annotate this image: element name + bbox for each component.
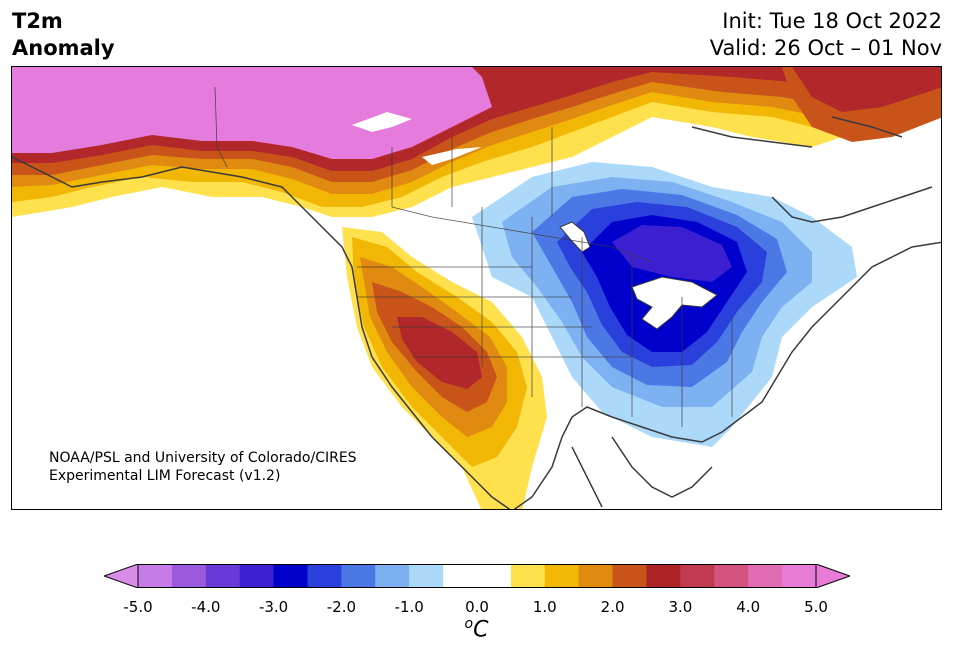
colorbar-over-arrow <box>815 563 852 589</box>
warm-region-alaska-pink <box>12 67 492 159</box>
colorbar-segment <box>782 564 817 588</box>
colorbar-tick-label: 5.0 <box>804 598 828 616</box>
credit-text: NOAA/PSL and University of Colorado/CIRE… <box>49 449 357 485</box>
title-line-2: Anomaly <box>12 36 115 60</box>
great-bear-lake <box>352 112 412 132</box>
colorbar-under-arrow <box>102 563 139 589</box>
colorbar <box>102 563 852 589</box>
warm-region-southwest-darkred <box>397 317 482 389</box>
colorbar-segment <box>375 564 410 588</box>
colorbar-tick-label: -1.0 <box>394 598 424 616</box>
colorbar-segment <box>239 564 275 588</box>
colorbar-segment <box>171 564 207 588</box>
colorbar-tick-label: -2.0 <box>326 598 357 616</box>
colorbar-segment <box>341 564 376 588</box>
unit-degree: o <box>464 616 474 632</box>
colorbar-segment <box>138 564 173 588</box>
unit-celsius: C <box>473 617 489 643</box>
credit-line-2: Experimental LIM Forecast (v1.2) <box>49 468 281 484</box>
colorbar-ticks: -5.0 -4.0 -3.0 -2.0 -1.0 0.0 1.0 2.0 3.0 4.0 5.0 <box>0 598 953 618</box>
credit-line-1: NOAA/PSL and University of Colorado/CIRE… <box>49 450 357 466</box>
coastlines <box>12 116 941 509</box>
colorbar-tick-label: 0.0 <box>465 598 489 616</box>
warm-region-arctic-darkred <box>792 67 941 112</box>
colorbar-tick-label: 1.0 <box>532 598 557 616</box>
colorbar-segment <box>612 564 647 588</box>
colorbar-border <box>137 564 817 588</box>
valid-range: Valid: 26 Oct – 01 Nov <box>709 36 942 60</box>
political-boundaries <box>214 86 733 427</box>
map-title: T2m Anomaly <box>12 8 115 62</box>
colorbar-tick-label: 3.0 <box>668 598 693 616</box>
colorbar-segment <box>646 564 681 588</box>
title-line-1: T2m <box>12 9 63 33</box>
colorbar-tick-label: -4.0 <box>191 598 221 616</box>
colorbar-segment <box>205 564 241 588</box>
colorbar-segment <box>510 564 546 588</box>
forecast-dates: Init: Tue 18 Oct 2022 Valid: 26 Oct – 01… <box>710 8 942 62</box>
anomaly-map <box>11 66 942 510</box>
colorbar-segment <box>748 564 783 588</box>
colorbar-segment <box>409 564 444 588</box>
colorbar-tick-label: 4.0 <box>736 598 761 616</box>
init-date: Init: Tue 18 Oct 2022 <box>722 9 942 33</box>
colorbar-segment <box>307 564 342 588</box>
colorbar-tick-label: -3.0 <box>258 598 289 616</box>
colorbar-tick-label: -5.0 <box>123 598 153 616</box>
colorbar-segment <box>680 564 715 588</box>
colorbar-svg <box>102 563 852 589</box>
colorbar-segment <box>544 564 580 588</box>
great-lakes <box>631 276 718 330</box>
colorbar-segment <box>477 564 512 588</box>
colorbar-segment <box>714 564 749 588</box>
colorbar-tick-label: 2.0 <box>600 598 625 616</box>
colorbar-segment <box>273 564 308 588</box>
colorbar-segment <box>578 564 614 588</box>
colorbar-unit: oC <box>0 616 953 642</box>
cold-region-indigo <box>612 225 732 282</box>
colorbar-segment <box>443 564 478 588</box>
lake-winnipeg <box>559 221 591 253</box>
anomaly-map-svg <box>12 67 941 509</box>
